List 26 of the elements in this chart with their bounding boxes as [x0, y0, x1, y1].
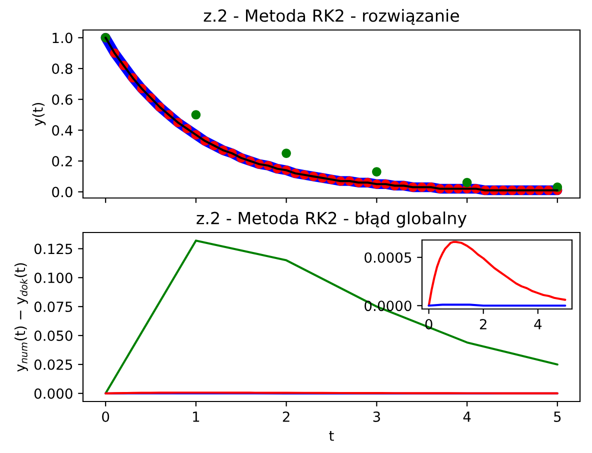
y-tick-label: 0.2 — [52, 156, 72, 166]
x-tick-label: 2 — [480, 318, 486, 330]
y-tick-label: 0.8 — [52, 64, 72, 74]
x-axis-title: t — [329, 431, 334, 441]
x-tick-label: 2 — [282, 411, 290, 422]
x-tick-label: 3 — [373, 411, 380, 422]
x-tick-label: 5 — [554, 412, 561, 422]
x-tick-label: 0 — [102, 411, 110, 422]
chart-title: z.2 - Metoda RK2 - błąd globalny — [196, 212, 467, 228]
y-tick-label: 0.025 — [34, 359, 72, 370]
y-tick-label: 0.0 — [52, 186, 72, 198]
y-tick-label: 0.100 — [34, 272, 72, 284]
y-tick-label: 0.000 — [34, 388, 72, 399]
y-axis-title: y$_{num}$(t) − y$_{dok}$(t) — [14, 263, 28, 372]
y-tick-label: 0.125 — [34, 244, 72, 254]
y-tick-label: 0.4 — [52, 125, 72, 136]
y-tick-label: 1.0 — [52, 32, 72, 44]
chart-title: z.2 - Metoda RK2 - rozwiązanie — [204, 9, 459, 25]
x-tick-label: 4 — [463, 412, 471, 422]
x-tick-label: 4 — [534, 319, 542, 330]
y-tick-label: 0.050 — [34, 330, 72, 341]
y-tick-label: 0.6 — [52, 94, 72, 105]
y-tick-label: 0.075 — [34, 302, 72, 312]
x-tick-label: 1 — [193, 412, 200, 422]
y-tick-label: 0.0005 — [364, 252, 412, 263]
y-axis-title: y(t) — [32, 102, 46, 126]
